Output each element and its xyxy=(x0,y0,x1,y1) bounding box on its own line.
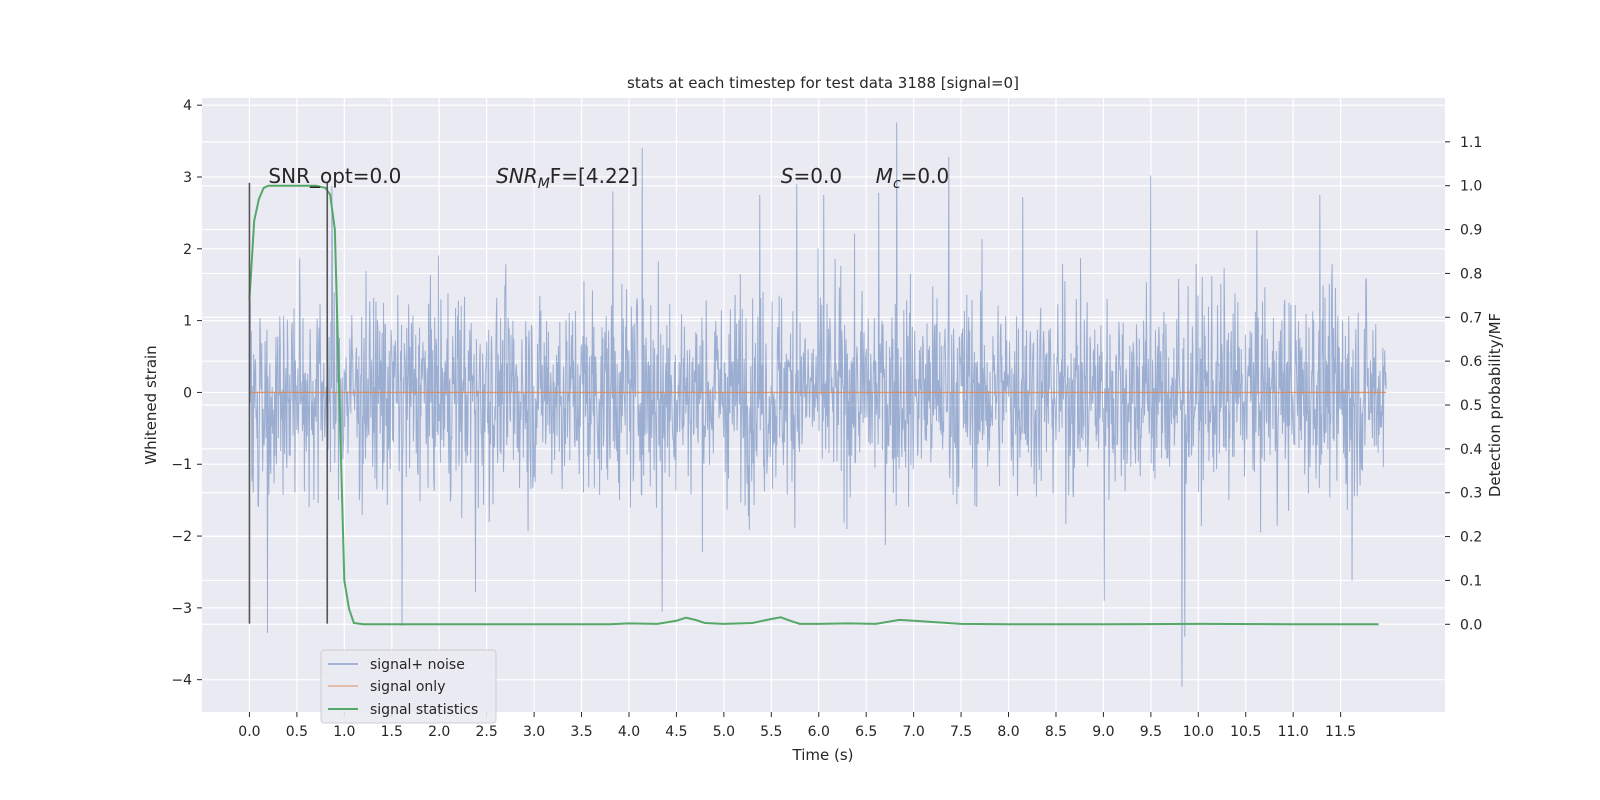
y2-tick-label: 0.5 xyxy=(1460,398,1482,414)
y2-tick-label: 0.9 xyxy=(1460,223,1482,239)
x-tick-label: 7.5 xyxy=(950,724,972,740)
legend-label-signal-noise: signal+ noise xyxy=(370,657,465,673)
y-tick-label: 1 xyxy=(183,314,192,330)
y2-tick-label: 0.2 xyxy=(1460,530,1482,546)
y-tick-label: −1 xyxy=(171,457,192,473)
x-tick-label: 5.0 xyxy=(713,724,735,740)
y2-ticks: 1.1 1.0 0.9 0.8 0.7 0.6 0.5 0.4 0.3 0.2 0.1 0.0 xyxy=(1445,135,1482,633)
y-axis-label: Whitened strain xyxy=(142,345,160,464)
y2-tick-label: 0.1 xyxy=(1460,573,1482,589)
legend: signal+ noise signal only signal statist… xyxy=(320,649,497,724)
annotations: SNR_opt=0.0 SNRMF=[4.22] S=0.0 Mc=0.0 xyxy=(268,164,949,192)
x-tick-label: 3.0 xyxy=(523,724,545,740)
x-tick-label: 10.0 xyxy=(1183,724,1214,740)
y2-tick-label: 0.0 xyxy=(1460,617,1482,633)
y-tick-label: 4 xyxy=(183,98,192,114)
y-tick-label: −2 xyxy=(171,529,192,545)
x-tick-label: 0.0 xyxy=(238,724,260,740)
annotation-text: Mc=0.0 xyxy=(876,164,950,192)
chart-title: stats at each timestep for test data 318… xyxy=(627,74,1019,92)
y2-tick-label: 0.7 xyxy=(1460,310,1482,326)
x-axis-label: Time (s) xyxy=(792,746,854,764)
y-tick-label: 2 xyxy=(183,242,192,258)
y-tick-label: −3 xyxy=(171,601,192,617)
y2-axis-label: Detection probability/MF xyxy=(1486,313,1504,497)
y2-tick-label: 0.6 xyxy=(1460,354,1482,370)
y2-tick-label: 0.4 xyxy=(1460,442,1482,458)
x-tick-label: 10.5 xyxy=(1230,724,1261,740)
x-tick-label: 11.0 xyxy=(1278,724,1309,740)
x-tick-label: 1.0 xyxy=(333,724,355,740)
x-tick-label: 4.0 xyxy=(618,724,640,740)
annotation-text: SNR_opt=0.0 xyxy=(268,164,401,188)
x-tick-label: 6.5 xyxy=(855,724,877,740)
annotation-text: SNRMF=[4.22] xyxy=(496,164,638,192)
x-tick-label: 1.5 xyxy=(381,724,403,740)
x-tick-label: 9.5 xyxy=(1140,724,1162,740)
x-tick-label: 11.5 xyxy=(1325,724,1356,740)
x-tick-label: 9.0 xyxy=(1092,724,1114,740)
x-ticks: 0.0 0.5 1.0 1.5 2.0 2.5 3.0 3.5 4.0 4.5 5.0 5.5 6.0 6… xyxy=(238,712,1356,740)
x-tick-label: 0.5 xyxy=(286,724,308,740)
y2-tick-label: 0.8 xyxy=(1460,266,1482,282)
x-tick-label: 7.0 xyxy=(903,724,925,740)
x-tick-label: 4.5 xyxy=(665,724,687,740)
annotation-text: S=0.0 xyxy=(781,164,842,188)
legend-label-signal-statistics: signal statistics xyxy=(370,702,478,718)
series-line-signal-statistics xyxy=(248,184,1379,626)
x-tick-label: 8.5 xyxy=(1045,724,1067,740)
vlines xyxy=(248,182,329,624)
legend-box xyxy=(320,649,497,724)
series-layer xyxy=(248,122,1387,687)
legend-label-signal-only: signal only xyxy=(370,679,445,695)
x-tick-label: 6.0 xyxy=(808,724,830,740)
y2-tick-label: 0.3 xyxy=(1460,486,1482,502)
y-tick-label: 3 xyxy=(183,170,192,186)
y-tick-label: −4 xyxy=(171,673,192,689)
y-tick-label: 0 xyxy=(183,385,192,401)
x-tick-label: 3.5 xyxy=(570,724,592,740)
x-tick-label: 2.0 xyxy=(428,724,450,740)
x-tick-label: 5.5 xyxy=(760,724,782,740)
y2-tick-label: 1.1 xyxy=(1460,135,1482,151)
y-ticks: 4 3 2 1 0 −1 −2 −3 −4 xyxy=(171,98,202,689)
x-tick-label: 8.0 xyxy=(997,724,1019,740)
series-line-signal-noise xyxy=(248,122,1387,687)
x-tick-label: 2.5 xyxy=(476,724,498,740)
y2-tick-label: 1.0 xyxy=(1460,179,1482,195)
